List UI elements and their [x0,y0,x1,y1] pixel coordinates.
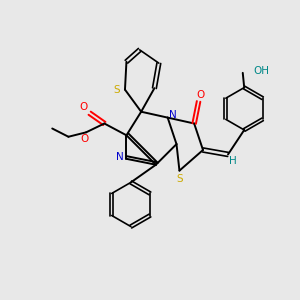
Text: N: N [116,152,124,162]
Text: O: O [196,90,204,100]
Text: H: H [230,156,237,166]
Text: S: S [176,174,183,184]
Text: S: S [114,85,120,94]
Text: N: N [169,110,176,120]
Text: O: O [80,134,89,144]
Text: OH: OH [253,66,269,76]
Text: O: O [80,102,88,112]
